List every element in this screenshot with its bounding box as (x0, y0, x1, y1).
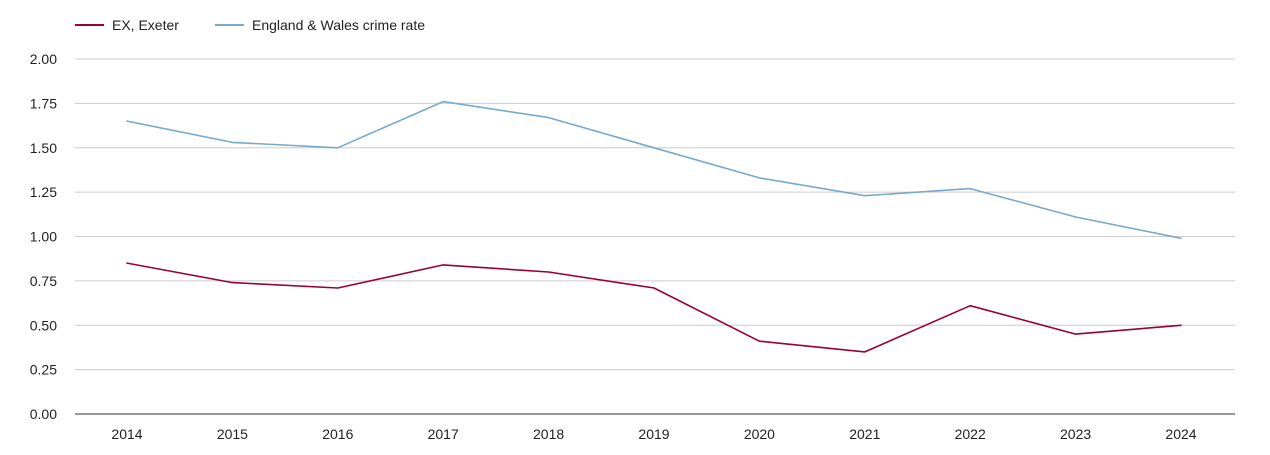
series-group (127, 102, 1181, 352)
y-axis: 0.00 0.25 0.50 0.75 1.00 1.25 1.50 1.75 2.00 (30, 51, 57, 422)
legend-label: England & Wales crime rate (252, 17, 425, 33)
x-tick-label: 2019 (638, 426, 669, 442)
x-tick-label: 2015 (217, 426, 248, 442)
x-tick-label: 2020 (744, 426, 775, 442)
y-tick-label: 1.25 (30, 184, 57, 200)
y-tick-label: 0.75 (30, 273, 57, 289)
legend-item-0[interactable]: EX, Exeter (75, 17, 179, 33)
x-tick-label: 2023 (1060, 426, 1091, 442)
x-tick-label: 2024 (1165, 426, 1196, 442)
x-tick-label: 2017 (428, 426, 459, 442)
legend-label: EX, Exeter (112, 17, 179, 33)
y-tick-label: 1.50 (30, 140, 57, 156)
y-tick-label: 1.00 (30, 229, 57, 245)
legend-item-1[interactable]: England & Wales crime rate (215, 17, 425, 33)
y-tick-label: 0.50 (30, 317, 57, 333)
x-tick-label: 2022 (955, 426, 986, 442)
x-tick-label: 2016 (322, 426, 353, 442)
legend: EX, Exeter England & Wales crime rate (75, 17, 425, 33)
y-tick-label: 2.00 (30, 51, 57, 67)
series-line-1 (127, 102, 1181, 239)
x-tick-label: 2014 (111, 426, 142, 442)
y-tick-label: 1.75 (30, 95, 57, 111)
x-tick-label: 2021 (849, 426, 880, 442)
y-tick-label: 0.00 (30, 406, 57, 422)
x-tick-label: 2018 (533, 426, 564, 442)
x-axis: 2014 2015 2016 2017 2018 2019 2020 2021 2022 2023… (75, 414, 1235, 442)
series-line-0 (127, 263, 1181, 352)
y-tick-label: 0.25 (30, 362, 57, 378)
gridlines (75, 59, 1235, 370)
